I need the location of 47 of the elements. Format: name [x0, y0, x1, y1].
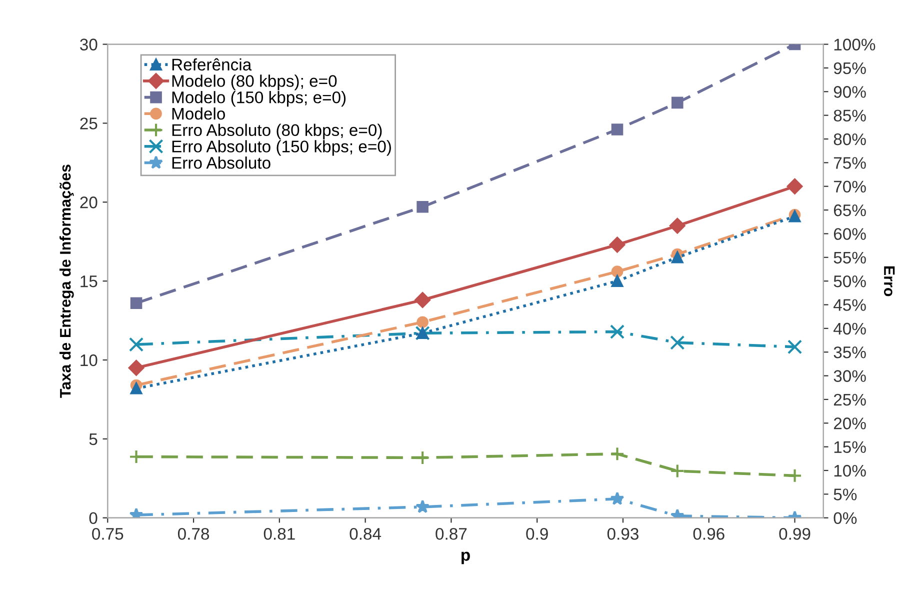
- legend-label: Erro Absoluto (80 kbps; e=0): [172, 124, 382, 140]
- x-tick-label: 0.75: [92, 528, 124, 540]
- legend-label: Erro Absoluto (150 kbps; e=0): [172, 140, 391, 156]
- x-tick-label: 0.9: [526, 528, 548, 540]
- y2-tick-label: 55%: [834, 252, 866, 264]
- legend-label: Modelo (80 kbps); e=0: [172, 74, 337, 90]
- x-tick-label: 0.96: [693, 528, 724, 540]
- y-tick-label: 30: [80, 38, 98, 50]
- y-tick-label: 25: [80, 118, 98, 130]
- y2-tick-label: 20%: [834, 418, 866, 430]
- y2-tick-label: 70%: [834, 180, 866, 193]
- y2-tick-label: 0%: [834, 512, 857, 524]
- y2-tick-label: 10%: [834, 464, 866, 477]
- y2-tick-label: 90%: [834, 86, 866, 98]
- y2-tick-label: 65%: [834, 204, 866, 216]
- x-tick-label: 0.87: [436, 528, 467, 540]
- y2-axis-title: Erro: [884, 266, 895, 296]
- y2-tick-label: 35%: [834, 346, 866, 358]
- legend-label: Modelo: [172, 107, 225, 120]
- y2-tick-label: 15%: [834, 441, 866, 453]
- y-tick-label: 0: [89, 512, 98, 524]
- y2-tick-label: 45%: [834, 299, 866, 311]
- y-axis-title: Taxa de Entrega de Informações: [60, 164, 74, 398]
- y-tick-label: 20: [80, 196, 98, 208]
- y-tick-label: 10: [80, 354, 98, 366]
- y-tick-label: 5: [89, 433, 98, 446]
- legend-label: Erro Absoluto: [172, 156, 270, 169]
- legend-label: Modelo (150 kbps; e=0): [172, 91, 346, 107]
- x-tick-label: 0.81: [264, 528, 295, 540]
- y2-tick-label: 40%: [834, 322, 866, 335]
- y2-tick-label: 100%: [834, 38, 876, 50]
- y2-tick-label: 5%: [834, 488, 857, 500]
- y2-tick-label: 30%: [834, 370, 866, 382]
- legend-label: Referência: [172, 58, 252, 71]
- x-tick-label: 0.99: [779, 528, 810, 540]
- x-tick-label: 0.93: [607, 528, 638, 540]
- x-tick-label: 0.84: [350, 528, 382, 540]
- y2-tick-label: 75%: [834, 157, 866, 169]
- y2-tick-label: 60%: [834, 228, 866, 240]
- y2-tick-label: 80%: [834, 133, 866, 146]
- x-axis-title: p: [462, 552, 470, 564]
- y2-tick-label: 25%: [834, 394, 866, 406]
- y-tick-label: 15: [80, 276, 98, 288]
- y2-tick-label: 50%: [834, 275, 866, 288]
- x-tick-label: 0.78: [178, 528, 210, 540]
- y2-tick-label: 85%: [834, 110, 866, 122]
- y2-tick-label: 95%: [834, 62, 866, 74]
